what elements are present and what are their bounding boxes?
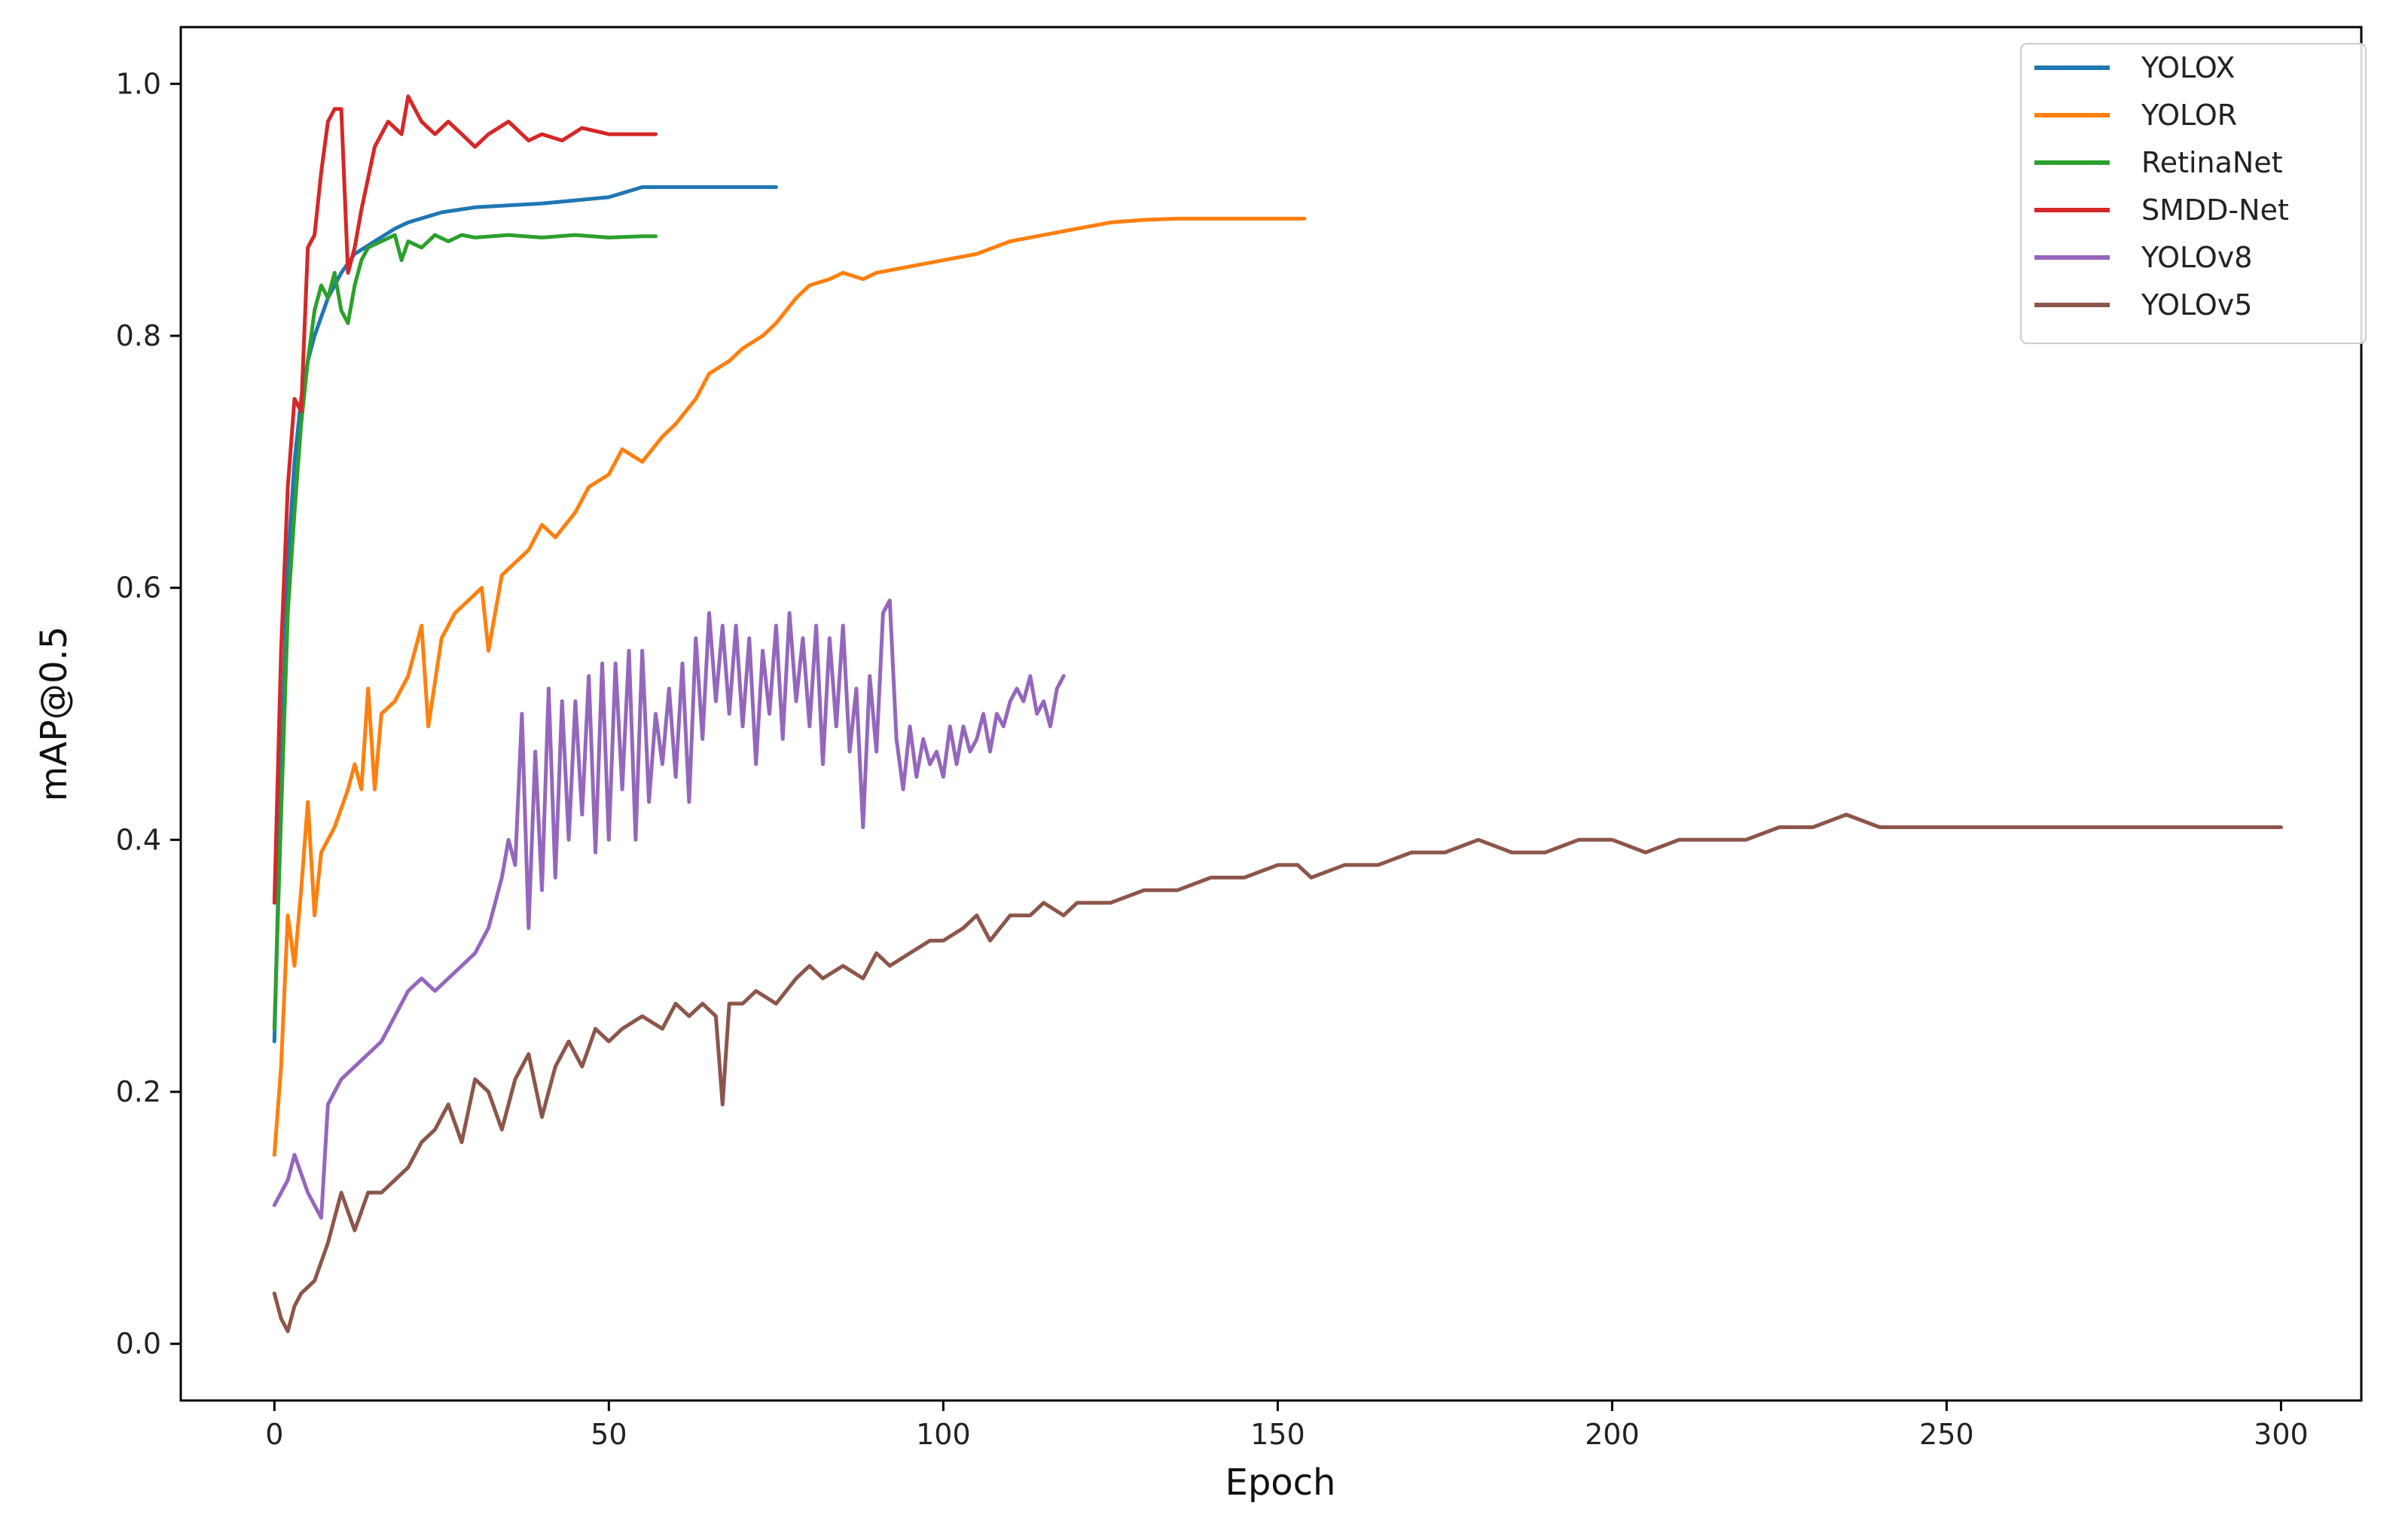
y-tick-label: 0.8: [116, 319, 161, 352]
y-tick-label: 0.6: [116, 572, 161, 605]
legend-box: [2020, 43, 2367, 344]
x-tick-label: 250: [1919, 1418, 1974, 1451]
x-tick-label: 0: [265, 1418, 283, 1451]
x-axis: 0 50 100 150 200 250 300: [265, 1401, 2309, 1451]
x-axis-label: Epoch: [1225, 1462, 1336, 1504]
series-line-smdd-net: [272, 94, 658, 905]
y-axis-label: mAP@0.5: [33, 626, 75, 802]
x-tick-label: 50: [591, 1418, 627, 1451]
series-layer: [272, 94, 2283, 1334]
x-tick-label: 150: [1250, 1418, 1305, 1451]
series-line-retinanet: [272, 233, 658, 1031]
series-line-yolov8: [272, 598, 1066, 1220]
legend-label: SMDD-Net: [2141, 194, 2289, 227]
series-line-yolox: [272, 185, 778, 1044]
legend-label: RetinaNet: [2141, 146, 2283, 179]
plot-frame: [179, 26, 2363, 1402]
y-tick-label: 0.0: [116, 1327, 161, 1361]
x-tick-label: 100: [916, 1418, 971, 1451]
legend: YOLOX YOLOR RetinaNet SMDD-Net YOLOv8 YOLOv5: [2020, 43, 2367, 344]
y-axis: 0.0 0.2 0.4 0.6 0.8 1.0: [116, 67, 181, 1361]
x-tick-label: 300: [2254, 1418, 2309, 1451]
series-line-yolor: [272, 216, 1307, 1157]
legend-label: YOLOv5: [2141, 288, 2252, 322]
series-line-yolov5: [272, 812, 2283, 1334]
y-tick-label: 0.2: [116, 1075, 161, 1108]
y-tick-label: 1.0: [116, 67, 161, 100]
y-tick-label: 0.4: [116, 823, 161, 856]
legend-label: YOLOR: [2141, 99, 2237, 132]
legend-label: YOLOv8: [2141, 241, 2252, 274]
x-tick-label: 200: [1585, 1418, 1640, 1451]
legend-label: YOLOX: [2141, 51, 2235, 84]
